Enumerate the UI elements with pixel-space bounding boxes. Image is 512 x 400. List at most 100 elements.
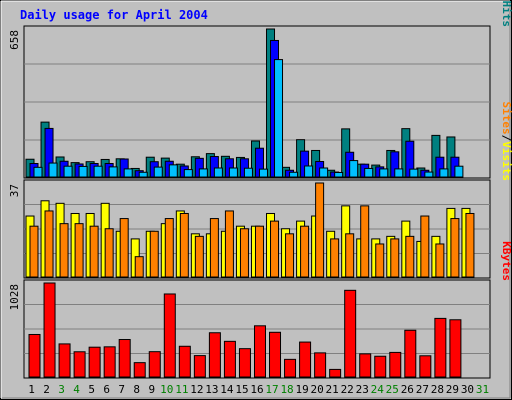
bar-kbytes-day-9 (148, 351, 161, 378)
bar-sites-day-20 (315, 182, 325, 278)
bar-sites-day-26 (405, 235, 415, 278)
day-label-18: 18 (280, 383, 293, 396)
bar-sites-day-15 (239, 228, 249, 278)
day-label-13: 13 (205, 383, 218, 396)
day-label-26: 26 (401, 383, 414, 396)
bar-kbytes-day-11 (178, 345, 191, 378)
day-label-29: 29 (446, 383, 459, 396)
bar-kbytes-day-14 (223, 340, 236, 378)
bar-pages-day-10 (168, 164, 178, 178)
bar-kbytes-day-6 (103, 346, 116, 378)
bar-kbytes-day-12 (193, 355, 206, 378)
day-label-5: 5 (88, 383, 95, 396)
bar-kbytes-day-16 (253, 325, 266, 378)
bar-kbytes-day-22 (344, 289, 357, 378)
legend-separator: / (500, 135, 512, 142)
bar-sites-day-9 (149, 230, 159, 278)
day-label-27: 27 (416, 383, 429, 396)
bar-kbytes-day-25 (389, 351, 402, 378)
bar-sites-day-5 (89, 225, 99, 278)
day-label-11: 11 (175, 383, 188, 396)
bar-kbytes-day-1 (28, 333, 41, 378)
day-label-9: 9 (148, 383, 155, 396)
bar-pages-day-26 (409, 168, 419, 178)
series-sites (29, 182, 475, 278)
day-label-25: 25 (386, 383, 399, 396)
bar-sites-day-10 (164, 218, 174, 278)
bar-pages-day-1 (33, 166, 43, 178)
bar-sites-day-18 (285, 233, 295, 278)
day-label-31: 31 (476, 383, 489, 396)
bar-kbytes-day-28 (434, 317, 447, 378)
bar-sites-day-30 (465, 212, 475, 278)
bar-pages-day-24 (379, 168, 389, 178)
bar-pages-day-14 (228, 167, 238, 178)
day-label-7: 7 (118, 383, 125, 396)
legend-hits: Hits (500, 1, 512, 28)
day-label-6: 6 (103, 383, 110, 396)
bar-sites-day-13 (209, 218, 219, 278)
day-label-22: 22 (341, 383, 354, 396)
day-tick-labels: 1 2 3 4 5 6 7 8 9 10 11 12 13 14 15 16 17 18 19 20 21 22 23 24 2… (28, 383, 489, 396)
bar-pages-day-6 (108, 166, 118, 178)
bar-kbytes-day-7 (118, 339, 131, 378)
bar-kbytes-day-29 (449, 319, 462, 378)
bar-sites-day-2 (44, 210, 54, 278)
bar-pages-day-22 (349, 160, 359, 178)
bar-sites-day-14 (224, 210, 234, 278)
bar-pages-day-11 (183, 169, 193, 178)
bar-kbytes-day-8 (133, 362, 146, 378)
bar-kbytes-day-26 (404, 329, 417, 378)
bar-pages-day-28 (439, 168, 449, 178)
bar-pages-day-15 (243, 167, 253, 178)
panel-visits-ymax-label: 37 (8, 184, 21, 197)
bar-sites-day-21 (330, 238, 340, 278)
bar-kbytes-day-18 (284, 358, 297, 378)
bar-pages-day-20 (319, 167, 329, 178)
bar-sites-day-28 (435, 243, 445, 278)
bar-sites-day-1 (29, 225, 39, 278)
bar-pages-day-4 (78, 165, 88, 178)
bar-sites-day-6 (104, 228, 114, 278)
bar-pages-day-9 (153, 166, 163, 178)
bar-kbytes-day-19 (299, 341, 312, 378)
panel-hits-grid (24, 63, 490, 141)
day-label-23: 23 (356, 383, 369, 396)
bar-pages-day-8 (138, 171, 148, 178)
series-pages (33, 59, 464, 178)
bar-kbytes-day-20 (314, 352, 327, 378)
bar-sites-day-4 (74, 223, 84, 278)
bar-sites-day-19 (300, 225, 310, 278)
day-label-12: 12 (190, 383, 203, 396)
bar-kbytes-day-10 (163, 293, 176, 378)
day-label-1: 1 (28, 383, 35, 396)
bar-kbytes-day-24 (374, 355, 387, 378)
bar-sites-day-8 (134, 256, 144, 278)
day-label-16: 16 (250, 383, 263, 396)
bar-sites-day-27 (420, 215, 430, 278)
bar-sites-day-7 (119, 218, 129, 278)
panel-visits-legend: Sites/Visits (500, 102, 512, 182)
legend-sites: Sites (500, 102, 512, 135)
bar-kbytes-day-5 (88, 346, 101, 378)
bar-sites-day-3 (59, 223, 69, 278)
bar-pages-day-27 (424, 171, 434, 178)
bar-pages-day-3 (63, 165, 73, 178)
bar-kbytes-day-17 (269, 331, 282, 378)
panel-visits: 37 Sites/Visits (8, 102, 512, 279)
day-label-28: 28 (431, 383, 444, 396)
bar-kbytes-day-2 (43, 282, 56, 378)
bar-pages-day-29 (454, 165, 464, 178)
bar-pages-day-2 (48, 162, 58, 178)
bar-pages-day-25 (394, 168, 404, 178)
day-label-20: 20 (311, 383, 324, 396)
day-label-19: 19 (295, 383, 308, 396)
bar-pages-day-12 (198, 168, 208, 178)
bar-sites-day-12 (194, 235, 204, 278)
day-label-15: 15 (235, 383, 248, 396)
bar-sites-day-17 (270, 220, 280, 278)
day-label-8: 8 (133, 383, 140, 396)
bar-kbytes-day-13 (208, 332, 221, 378)
panel-kbytes-ymax-label: 1028 (8, 284, 21, 311)
